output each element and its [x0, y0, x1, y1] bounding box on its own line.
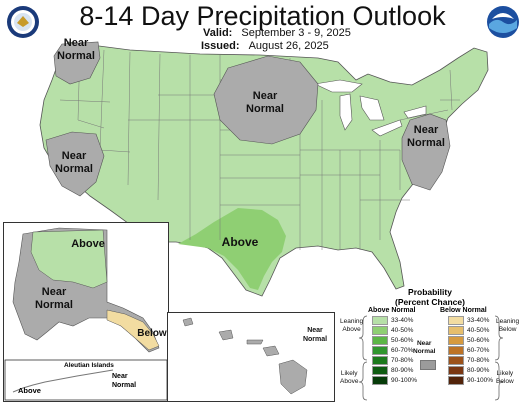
ak-above-label: Above: [71, 238, 105, 250]
legend-above-item: 80-90%: [372, 366, 417, 376]
big-island-shape: [278, 359, 308, 395]
aleutian-near-label: Near Normal: [112, 373, 137, 389]
lake-superior: [313, 79, 363, 93]
ca-near-shape: [45, 131, 105, 197]
issued-line: Issued: August 26, 2025: [201, 40, 329, 52]
legend-leaning-above: Leaning Above: [340, 318, 364, 333]
nw-near-shape: [53, 41, 101, 85]
legend-braces: [358, 315, 504, 401]
legend-below-item: 60-70%: [448, 346, 493, 356]
ak-near-label: Near Normal: [35, 286, 73, 311]
ne-near-label: Near Normal: [407, 124, 445, 149]
page-title: 8-14 Day Precipitation Outlook: [79, 1, 446, 31]
legend-below-title: Below Normal: [440, 307, 487, 314]
issued-value: August 26, 2025: [248, 40, 329, 52]
legend-likely-below: Likely Below: [496, 370, 514, 385]
lake-huron: [359, 95, 385, 121]
legend-below-item: 80-90%: [448, 366, 493, 376]
lake-ontario: [403, 105, 427, 119]
lake-michigan: [339, 93, 353, 131]
mw-near-shape: [213, 55, 319, 145]
legend-above-item: 90-100%: [372, 376, 417, 386]
alaska-below-shape: [106, 309, 160, 351]
legend-above-title: Above Normal: [368, 307, 416, 314]
kauai-shape: [182, 317, 194, 327]
legend-above-item: 33-40%: [372, 316, 417, 326]
hi-near-label: Near Normal: [302, 327, 328, 343]
alaska-above-shape: [30, 229, 108, 289]
hawaii-inset: [167, 312, 335, 402]
legend-near-title: Near Normal: [413, 340, 436, 355]
valid-label: Valid:: [203, 27, 233, 39]
legend-leaning-below: Leaning Below: [496, 318, 520, 333]
nw-near-label: Near Normal: [57, 37, 95, 62]
legend-likely-above: Likely Above: [340, 370, 359, 385]
legend-above-item: 60-70%: [372, 346, 417, 356]
maui-shape: [262, 345, 280, 357]
legend-below-item: 70-80%: [448, 356, 493, 366]
noaa-logo: [487, 6, 519, 38]
tx-above-shape: [178, 208, 286, 290]
ak-below-label: Below: [137, 328, 167, 339]
lake-erie: [371, 119, 403, 137]
alaska-inset: [3, 222, 169, 402]
tx-above-label: Above: [221, 235, 259, 249]
legend-below-item: 90-100%: [448, 376, 493, 386]
issued-label: Issued:: [201, 40, 240, 52]
legend-near-swatch: [420, 360, 436, 370]
valid-line: Valid: September 3 - 9, 2025: [203, 27, 351, 39]
legend-above-item: 40-50%: [372, 326, 417, 336]
valid-value: September 3 - 9, 2025: [241, 27, 351, 39]
legend-above-list: 33-40% 40-50% 50-60% 60-70% 70-80% 80-90…: [372, 316, 417, 386]
legend-below-item: 33-40%: [448, 316, 493, 326]
ca-near-label: Near Normal: [55, 150, 93, 175]
mw-near-label: Near Normal: [246, 90, 284, 115]
legend-above-item: 70-80%: [372, 356, 417, 366]
doc-seal-logo: [7, 6, 39, 38]
legend-title: Probability (Percent Chance): [395, 287, 465, 307]
legend-below-list: 33-40% 40-50% 50-60% 60-70% 70-80% 80-90…: [448, 316, 493, 386]
aleutian-title: Aleutian Islands: [64, 362, 114, 369]
molokai-shape: [246, 339, 264, 345]
oahu-shape: [218, 329, 234, 341]
legend-above-item: 50-60%: [372, 336, 417, 346]
aleutian-above-label: Above: [18, 386, 41, 395]
legend-below-item: 50-60%: [448, 336, 493, 346]
ne-near-shape: [401, 113, 451, 191]
legend-below-item: 40-50%: [448, 326, 493, 336]
